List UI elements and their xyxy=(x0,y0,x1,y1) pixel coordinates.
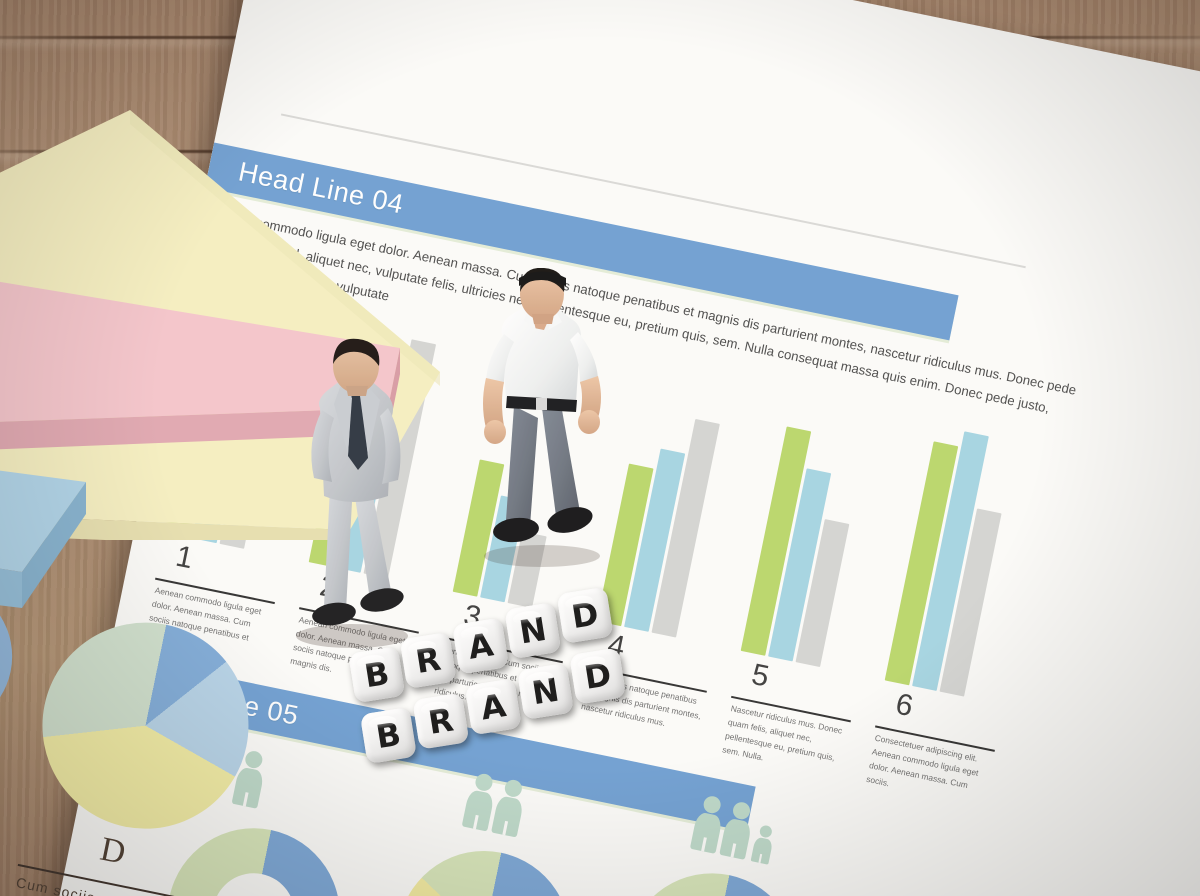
die-letter-b[interactable]: B xyxy=(348,646,406,704)
pie-d-label: D xyxy=(97,830,129,872)
pie-chart-d xyxy=(23,604,268,848)
bar-group-6 xyxy=(884,426,1017,697)
donut-chart-3: 30% xyxy=(610,857,814,896)
die-letter-r[interactable]: R xyxy=(399,631,457,689)
column-caption-5: Nascetur ridiculus mus. Donec quam felis… xyxy=(721,703,844,763)
die-letter-n[interactable]: N xyxy=(516,662,575,721)
bar-group-5 xyxy=(740,396,873,668)
column-caption-6: Consectetuer adipiscing elit. Aenean com… xyxy=(865,732,980,790)
die-letter-b[interactable]: B xyxy=(359,706,418,765)
die-letter-a[interactable]: A xyxy=(451,617,510,675)
column-number-6: 6 xyxy=(892,687,916,724)
donut-chart-2: 20% xyxy=(382,835,586,896)
die-letter-d[interactable]: D xyxy=(569,647,627,705)
figurine-businessman-gray-suit xyxy=(272,338,432,648)
sticky-pad-blue xyxy=(0,432,210,632)
figurine-man-white-shirt xyxy=(450,267,630,568)
sticky-pad-blue-shape xyxy=(0,470,86,608)
die-letter-d[interactable]: D xyxy=(556,586,614,644)
column-number-5: 5 xyxy=(748,657,772,694)
pie-d-caption: Cum sociis natoque penatibus et magnis d… xyxy=(6,872,205,896)
die-letter-a[interactable]: A xyxy=(464,678,522,736)
person-icon xyxy=(491,777,528,838)
figurine-gray-suit-shape xyxy=(296,338,408,648)
person-icon-child xyxy=(750,824,776,865)
figurine-white-shirt-shape xyxy=(483,267,601,567)
die-letter-r[interactable]: R xyxy=(412,692,470,750)
die-letter-n[interactable]: N xyxy=(504,602,562,660)
donut-2-center-label: 20% xyxy=(435,888,533,896)
